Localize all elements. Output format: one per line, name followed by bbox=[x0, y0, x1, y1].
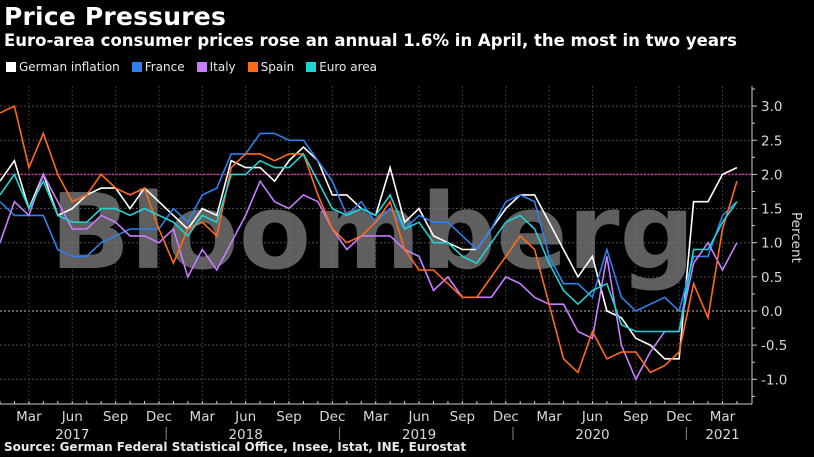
x-month-label: Jun bbox=[408, 409, 430, 425]
legend-label: Italy bbox=[209, 60, 236, 74]
y-tick-label: -1.0 bbox=[761, 372, 787, 388]
legend: German inflation France Italy Spain Euro… bbox=[6, 60, 377, 74]
legend-item-euro-area[interactable]: Euro area bbox=[306, 60, 377, 74]
x-year-label: 2017 bbox=[55, 427, 89, 440]
x-year-label: 2018 bbox=[228, 427, 262, 440]
x-month-label: Jun bbox=[234, 409, 256, 425]
legend-item-spain[interactable]: Spain bbox=[247, 60, 295, 74]
legend-item-german[interactable]: German inflation bbox=[6, 60, 120, 74]
x-month-label: Sep bbox=[450, 409, 475, 425]
x-month-label: Mar bbox=[363, 409, 389, 425]
x-year-label: 2021 bbox=[705, 427, 739, 440]
y-tick-label: -0.5 bbox=[761, 338, 787, 354]
x-month-label: Sep bbox=[276, 409, 301, 425]
line-chart: Bloomberg 3.0 2.5 2.0 1.5 1.0 0.5 0.0 -0.5 -1.0 M… bbox=[0, 86, 804, 440]
y-axis-label: Percent bbox=[788, 212, 804, 263]
x-month-label: Mar bbox=[710, 409, 736, 425]
y-tick-label: 1.0 bbox=[761, 236, 782, 252]
y-tick-label: 3.0 bbox=[761, 99, 782, 115]
legend-label: Euro area bbox=[319, 60, 377, 74]
legend-swatch-euro-area bbox=[306, 62, 317, 72]
x-month-label: Dec bbox=[666, 409, 692, 425]
legend-label: German inflation bbox=[19, 60, 120, 74]
x-month-label: Mar bbox=[16, 409, 42, 425]
y-tick-label: 2.0 bbox=[761, 167, 782, 183]
chart-title: Price Pressures bbox=[4, 2, 227, 31]
legend-swatch-german bbox=[6, 62, 16, 72]
chart-subtitle: Euro-area consumer prices rose an annual… bbox=[4, 31, 737, 50]
series-line-spain bbox=[0, 104, 738, 374]
x-month-label: Jun bbox=[61, 409, 83, 425]
series-lines bbox=[0, 104, 738, 382]
legend-label: France bbox=[144, 60, 185, 74]
legend-item-italy[interactable]: Italy bbox=[196, 60, 236, 74]
legend-swatch-france bbox=[131, 62, 142, 72]
x-month-label: Mar bbox=[536, 409, 562, 425]
series-line-euro-area bbox=[0, 152, 738, 333]
y-tick-label: 2.5 bbox=[761, 133, 782, 149]
x-year-label: 2019 bbox=[402, 427, 436, 440]
x-month-label: Jun bbox=[581, 409, 603, 425]
x-month-label: Sep bbox=[103, 409, 128, 425]
x-month-label: Sep bbox=[623, 409, 648, 425]
x-year-label: 2020 bbox=[575, 427, 609, 440]
legend-swatch-italy bbox=[196, 62, 207, 72]
legend-label: Spain bbox=[260, 60, 295, 74]
axes: 3.0 2.5 2.0 1.5 1.0 0.5 0.0 -0.5 -1.0 Mar Jun Sep De… bbox=[0, 86, 787, 440]
bloomberg-watermark: Bloomberg bbox=[50, 171, 695, 293]
x-month-label: Dec bbox=[319, 409, 345, 425]
x-month-label: Dec bbox=[493, 409, 519, 425]
y-tick-label: 0.5 bbox=[761, 270, 782, 286]
x-month-label: Mar bbox=[190, 409, 216, 425]
legend-item-france[interactable]: France bbox=[131, 60, 185, 74]
y-tick-label: 1.5 bbox=[761, 202, 782, 218]
series-line-italy bbox=[0, 172, 738, 382]
x-month-label: Dec bbox=[146, 409, 172, 425]
y-tick-label: 0.0 bbox=[761, 304, 782, 320]
source-note: Source: German Federal Statistical Offic… bbox=[4, 440, 467, 454]
legend-swatch-spain bbox=[247, 62, 258, 72]
